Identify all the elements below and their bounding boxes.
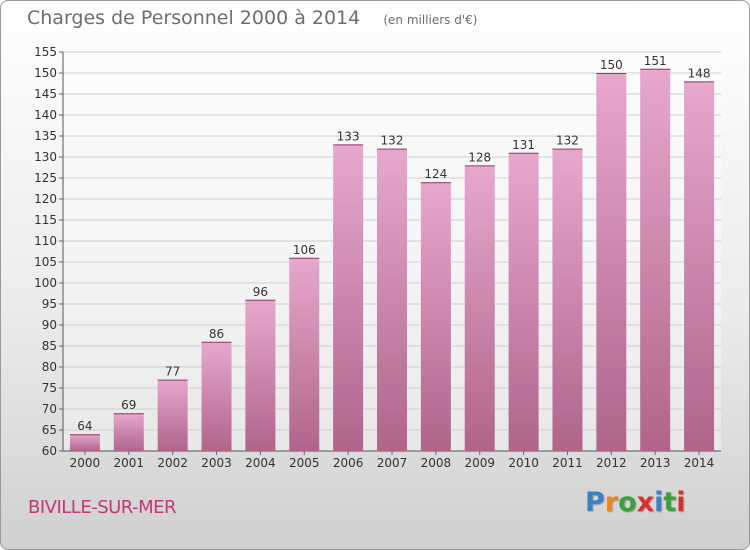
y-tick-label: 70 [42,402,57,416]
data-label: 77 [165,365,180,379]
y-tick-label: 135 [34,129,57,143]
y-tick-label: 75 [42,381,57,395]
data-label: 151 [644,54,667,68]
bar [420,182,451,451]
y-tick-label: 120 [34,192,57,206]
bar [464,165,495,451]
bar [640,68,671,452]
x-tick-label: 2010 [508,456,539,470]
bar [157,379,188,451]
x-tick-label: 2003 [201,456,232,470]
x-tick-label: 2014 [684,456,715,470]
data-label: 132 [556,134,579,148]
y-tick-label: 100 [34,276,57,290]
y-tick-label: 155 [34,45,57,59]
bar [69,434,100,451]
y-tick-label: 90 [42,318,57,332]
x-tick-label: 2004 [245,456,276,470]
bar [596,73,627,451]
y-tick-label: 85 [42,339,57,353]
chart-subtitle: (en milliers d'€) [383,13,478,27]
y-tick-label: 105 [34,255,57,269]
data-label: 148 [688,66,711,80]
data-label: 132 [381,134,404,148]
logo-letter: i [676,487,686,518]
bar [113,413,144,451]
bar [289,257,320,451]
x-tick-label: 2013 [640,456,671,470]
data-label: 106 [293,243,316,257]
x-tick-label: 2007 [377,456,408,470]
y-tick-label: 150 [34,66,57,80]
data-label: 86 [209,327,224,341]
bar [245,299,276,451]
x-tick-label: 2008 [421,456,452,470]
proxiti-logo: Proxiti [585,487,686,518]
logo-letter: r [604,487,619,518]
place-name: BIVILLE-SUR-MER [28,497,177,518]
data-label: 64 [77,419,92,433]
bar [508,152,539,452]
data-label: 150 [600,58,623,72]
bar [552,148,583,451]
x-tick-label: 2000 [70,456,101,470]
data-label: 128 [468,150,491,164]
bar [333,144,364,451]
x-tick-label: 2001 [114,456,145,470]
y-tick-label: 60 [42,444,57,458]
data-label: 69 [121,398,136,412]
data-label: 96 [253,285,268,299]
chart-title: Charges de Personnel 2000 à 2014 [27,7,361,29]
y-tick-label: 80 [42,360,57,374]
y-tick-label: 110 [34,234,57,248]
x-tick-label: 2009 [464,456,495,470]
y-tick-label: 65 [42,423,57,437]
y-tick-label: 115 [34,213,57,227]
x-tick-label: 2005 [289,456,320,470]
logo-letter: o [618,487,637,518]
data-label: 124 [424,167,447,181]
x-tick-label: 2002 [157,456,188,470]
y-tick-label: 125 [34,171,57,185]
y-tick-label: 140 [34,108,57,122]
bar [377,148,407,451]
logo-letter: x [636,487,655,518]
y-tick-label: 95 [42,297,57,311]
x-tick-label: 2006 [333,456,364,470]
x-tick-label: 2012 [596,456,627,470]
title-row: Charges de Personnel 2000 à 2014 (en mil… [27,7,477,29]
y-tick-label: 130 [34,150,57,164]
y-tick-label: 145 [34,87,57,101]
bar [201,341,232,451]
logo-letter: t [663,487,677,518]
bar [684,81,715,452]
data-label: 133 [337,129,360,143]
logo-letter: i [654,487,664,518]
logo-letter: P [585,487,605,518]
data-label: 131 [512,138,535,152]
x-tick-label: 2011 [552,456,583,470]
